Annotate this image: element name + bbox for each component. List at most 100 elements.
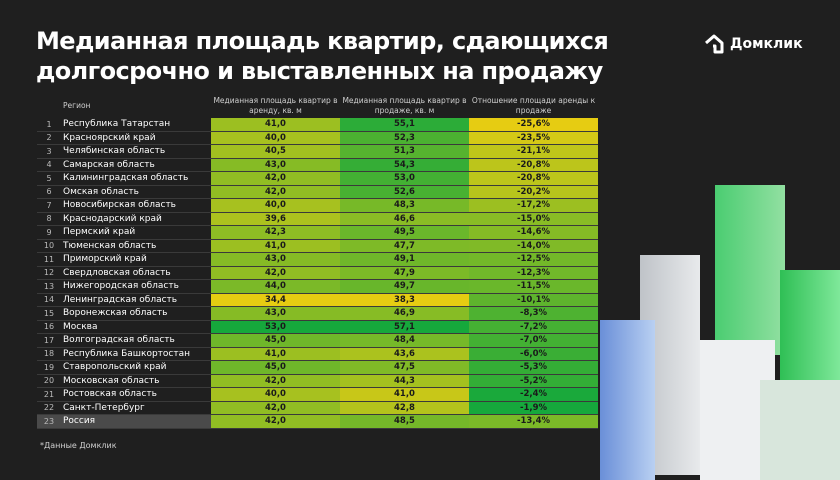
region-name: Новосибирская область — [61, 198, 211, 213]
region-name: Приморский край — [61, 252, 211, 267]
ratio-value: -7,2% — [469, 320, 598, 334]
row-number: 15 — [37, 306, 61, 321]
rent-area: 44,0 — [211, 279, 340, 294]
table-row: 7 Новосибирская область 40,0 48,3 -17,2% — [37, 198, 598, 213]
sale-area: 48,3 — [340, 198, 469, 213]
header-ratio: Отношение площади аренды к продаже — [471, 96, 596, 115]
rent-area: 42,0 — [211, 185, 340, 199]
region-name: Тюменская область — [61, 239, 211, 253]
sale-area: 42,8 — [340, 401, 469, 415]
region-name: Пермский край — [61, 225, 211, 240]
table-row: 19 Ставропольский край 45,0 47,5 -5,3% — [37, 360, 598, 375]
ratio-value: -7,0% — [469, 333, 598, 348]
sale-area: 57,1 — [340, 320, 469, 334]
table-row: 18 Республика Башкортостан 41,0 43,6 -6,0% — [37, 347, 598, 361]
table-row: 13 Нижегородская область 44,0 49,7 -11,5% — [37, 279, 598, 294]
row-number: 1 — [37, 118, 61, 132]
data-table: Регион Медианная площадь квартир в аренд… — [37, 94, 598, 429]
ratio-value: -10,1% — [469, 293, 598, 307]
row-number: 4 — [37, 158, 61, 172]
table-row: 16 Москва 53,0 57,1 -7,2% — [37, 320, 598, 334]
ratio-value: -12,5% — [469, 252, 598, 267]
sale-area: 51,3 — [340, 144, 469, 159]
rent-area: 41,0 — [211, 239, 340, 253]
table-header: Регион Медианная площадь квартир в аренд… — [37, 94, 598, 118]
rent-area: 42,3 — [211, 225, 340, 240]
ratio-value: -8,3% — [469, 306, 598, 321]
row-number: 9 — [37, 225, 61, 240]
ratio-value: -1,9% — [469, 401, 598, 415]
region-name: Волгоградская область — [61, 333, 211, 348]
table-row: 20 Московская область 42,0 44,3 -5,2% — [37, 374, 598, 388]
sale-area: 47,9 — [340, 266, 469, 280]
row-number: 5 — [37, 171, 61, 186]
table-row: 2 Красноярский край 40,0 52,3 -23,5% — [37, 131, 598, 145]
table-row: 21 Ростовская область 40,0 41,0 -2,4% — [37, 387, 598, 402]
ratio-value: -20,8% — [469, 158, 598, 172]
rent-area: 45,0 — [211, 333, 340, 348]
row-number: 3 — [37, 144, 61, 159]
rent-area: 34,4 — [211, 293, 340, 307]
row-number: 21 — [37, 387, 61, 402]
sale-area: 49,7 — [340, 279, 469, 294]
rent-area: 42,0 — [211, 401, 340, 415]
row-number: 10 — [37, 239, 61, 253]
table-row: 22 Санкт-Петербург 42,0 42,8 -1,9% — [37, 401, 598, 415]
sale-area: 41,0 — [340, 387, 469, 402]
ratio-value: -21,1% — [469, 144, 598, 159]
region-name: Челябинская область — [61, 144, 211, 159]
sale-area: 38,3 — [340, 293, 469, 307]
sale-area: 49,1 — [340, 252, 469, 267]
ratio-value: -23,5% — [469, 131, 598, 145]
header-region: Регион — [63, 101, 91, 110]
region-name: Ставропольский край — [61, 360, 211, 375]
rent-area: 39,6 — [211, 212, 340, 226]
building-front — [760, 380, 840, 480]
row-number: 6 — [37, 185, 61, 199]
ratio-value: -14,0% — [469, 239, 598, 253]
table-row: 10 Тюменская область 41,0 47,7 -14,0% — [37, 239, 598, 253]
row-number: 7 — [37, 198, 61, 213]
rent-area: 53,0 — [211, 320, 340, 334]
row-number: 16 — [37, 320, 61, 334]
table-row: 14 Ленинградская область 34,4 38,3 -10,1% — [37, 293, 598, 307]
table-row: 3 Челябинская область 40,5 51,3 -21,1% — [37, 144, 598, 159]
sale-area: 46,6 — [340, 212, 469, 226]
brand-logo: Домклик — [704, 34, 803, 54]
region-name: Краснодарский край — [61, 212, 211, 226]
page-title: Медианная площадь квартир, сдающихся дол… — [36, 27, 609, 85]
footnote: *Данные Домклик — [40, 441, 117, 450]
sale-area: 48,4 — [340, 333, 469, 348]
table-row: 17 Волгоградская область 45,0 48,4 -7,0% — [37, 333, 598, 348]
table-row: 11 Приморский край 43,0 49,1 -12,5% — [37, 252, 598, 267]
region-name: Республика Татарстан — [61, 118, 211, 132]
sale-area: 49,5 — [340, 225, 469, 240]
rent-area: 42,0 — [211, 374, 340, 388]
row-number: 22 — [37, 401, 61, 415]
ratio-value: -14,6% — [469, 225, 598, 240]
sale-area: 44,3 — [340, 374, 469, 388]
sale-area: 47,7 — [340, 239, 469, 253]
rent-area: 40,0 — [211, 131, 340, 145]
header-rent: Медианная площадь квартир в аренду, кв. … — [213, 96, 338, 115]
table-row: 9 Пермский край 42,3 49,5 -14,6% — [37, 225, 598, 240]
table-row: 5 Калининградская область 42,0 53,0 -20,8% — [37, 171, 598, 186]
table-row: 23 Россия 42,0 48,5 -13,4% — [37, 414, 598, 429]
sale-area: 53,0 — [340, 171, 469, 186]
sale-area: 52,6 — [340, 185, 469, 199]
sale-area: 43,6 — [340, 347, 469, 361]
ratio-value: -2,4% — [469, 387, 598, 402]
ratio-value: -25,6% — [469, 118, 598, 132]
rent-area: 40,0 — [211, 387, 340, 402]
region-name: Московская область — [61, 374, 211, 388]
row-number: 11 — [37, 252, 61, 267]
ratio-value: -5,3% — [469, 360, 598, 375]
logo-text: Домклик — [730, 36, 803, 52]
house-logo-icon — [705, 34, 724, 54]
row-number: 12 — [37, 266, 61, 280]
region-name: Республика Башкортостан — [61, 347, 211, 361]
row-number: 17 — [37, 333, 61, 348]
sale-area: 46,9 — [340, 306, 469, 321]
table-row: 1 Республика Татарстан 41,0 55,1 -25,6% — [37, 118, 598, 132]
region-name: Москва — [61, 320, 211, 334]
